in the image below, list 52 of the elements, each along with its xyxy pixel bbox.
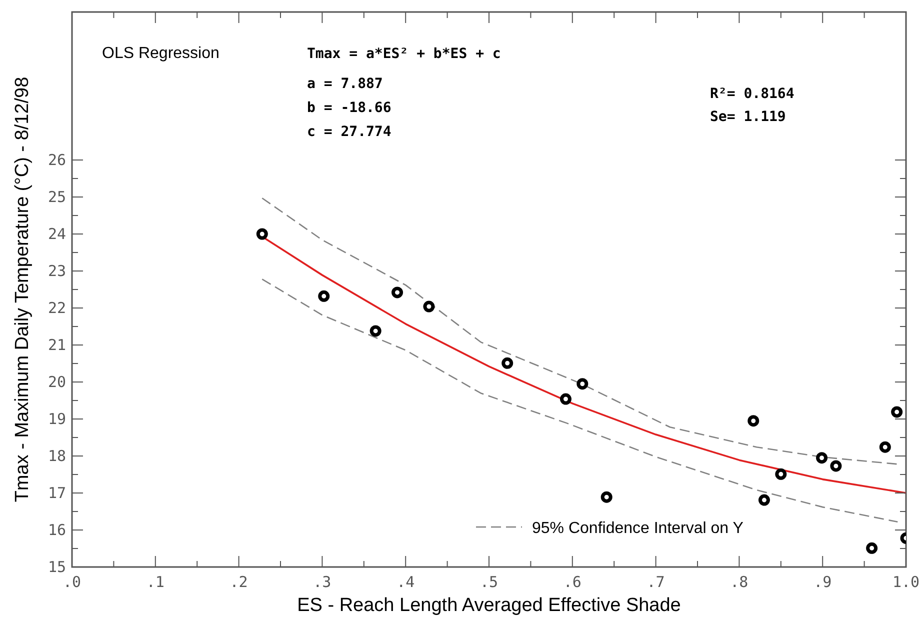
point bbox=[879, 441, 891, 453]
point bbox=[816, 452, 828, 464]
y-tick-label: 19 bbox=[48, 410, 66, 428]
point bbox=[748, 415, 760, 427]
point bbox=[560, 393, 572, 405]
annotation: OLS Regression bbox=[102, 45, 220, 62]
x-tick-label: .2 bbox=[230, 573, 248, 591]
y-tick-label: 25 bbox=[48, 188, 66, 206]
x-tick-label: .8 bbox=[730, 573, 748, 591]
point bbox=[758, 494, 770, 506]
x-tick-label: .6 bbox=[563, 573, 582, 591]
y-tick-label: 23 bbox=[48, 262, 66, 280]
x-tick-label: 1.0 bbox=[892, 573, 920, 591]
x-axis-title: ES - Reach Length Averaged Effective Shade bbox=[297, 595, 681, 616]
x-tick-label: .4 bbox=[396, 573, 415, 591]
y-tick-label: 20 bbox=[48, 373, 66, 391]
point bbox=[866, 542, 878, 554]
annotation: b = -18.66 bbox=[307, 100, 392, 116]
line-series bbox=[262, 278, 898, 523]
x-tick-label: .0 bbox=[62, 573, 82, 591]
x-tick-label: .7 bbox=[646, 573, 665, 591]
annotation: Tmax = a*ES² + b*ES + c bbox=[307, 46, 501, 62]
x-tick-label: .9 bbox=[814, 573, 832, 591]
point bbox=[370, 325, 382, 337]
y-tick-label: 24 bbox=[48, 225, 66, 243]
annotation: Se= 1.119 bbox=[710, 109, 786, 125]
annotation: a = 7.887 bbox=[307, 76, 383, 92]
point bbox=[423, 300, 435, 312]
annotation: c = 27.774 bbox=[307, 124, 392, 140]
point bbox=[318, 290, 330, 302]
point bbox=[576, 378, 588, 390]
x-tick-label: .3 bbox=[313, 573, 332, 591]
point bbox=[256, 228, 268, 240]
y-tick-label: 21 bbox=[48, 336, 66, 354]
point bbox=[775, 468, 787, 480]
point bbox=[830, 460, 842, 472]
point bbox=[392, 286, 404, 298]
y-tick-label: 22 bbox=[48, 299, 66, 317]
legend-label: 95% Confidence Interval on Y bbox=[532, 520, 744, 537]
line-series bbox=[262, 197, 898, 465]
point bbox=[600, 491, 612, 503]
point bbox=[502, 357, 514, 369]
point bbox=[891, 406, 903, 418]
x-tick-label: .1 bbox=[146, 573, 164, 591]
y-tick-label: 15 bbox=[48, 558, 66, 576]
x-tick-label: .5 bbox=[480, 573, 498, 591]
y-tick-label: 17 bbox=[48, 484, 66, 502]
y-tick-label: 16 bbox=[48, 521, 66, 539]
annotation: R²= 0.8164 bbox=[710, 86, 794, 102]
y-tick-label: 26 bbox=[48, 151, 66, 169]
y-tick-label: 18 bbox=[48, 447, 66, 465]
y-axis-title: Tmax - Maximum Daily Temperature (°C) - 8/12/98 bbox=[12, 76, 33, 502]
